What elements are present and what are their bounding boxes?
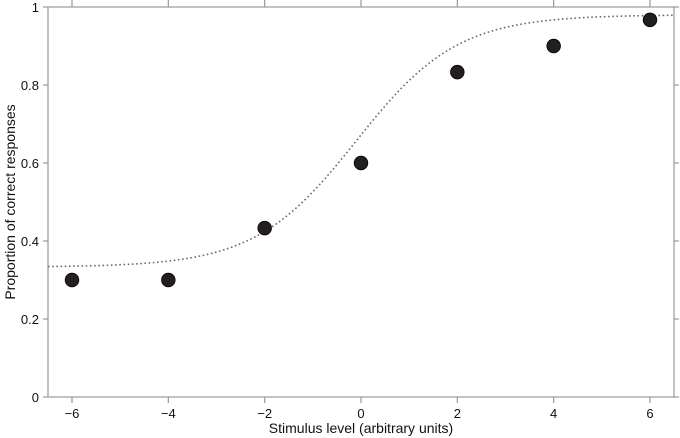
- data-point: [257, 220, 272, 236]
- data-point: [353, 155, 369, 171]
- x-tick-label: 2: [454, 406, 461, 421]
- plot-border: [47, 6, 675, 398]
- x-tick-label: 4: [550, 406, 557, 421]
- y-tick-label: 0.6: [21, 156, 39, 171]
- y-tick-label: 1: [32, 0, 39, 15]
- x-tick-label: −6: [65, 406, 80, 421]
- fitted-curve: [47, 14, 675, 268]
- data-point: [642, 12, 658, 28]
- x-tick-label: −2: [257, 406, 272, 421]
- data-points: [64, 12, 658, 288]
- x-tick-label: −4: [161, 406, 176, 421]
- data-point: [161, 272, 176, 288]
- x-axis: −6 −4 −2 0 2 4 6: [65, 0, 654, 421]
- y-axis: 0 0.2 0.4 0.6 0.8 1: [21, 0, 679, 405]
- x-tick-label: 6: [646, 406, 653, 421]
- y-tick-label: 0.8: [21, 78, 39, 93]
- data-point: [64, 272, 80, 288]
- x-tick-label: 0: [357, 406, 364, 421]
- plot-frame: [47, 6, 675, 398]
- data-point: [450, 64, 465, 80]
- y-tick-label: 0: [32, 390, 39, 405]
- y-axis-title: Proportion of correct responses: [2, 104, 18, 299]
- y-tick-label: 0.2: [21, 312, 39, 327]
- x-axis-title: Stimulus level (arbitrary units): [269, 420, 453, 436]
- data-point: [546, 38, 561, 54]
- y-tick-label: 0.4: [21, 234, 39, 249]
